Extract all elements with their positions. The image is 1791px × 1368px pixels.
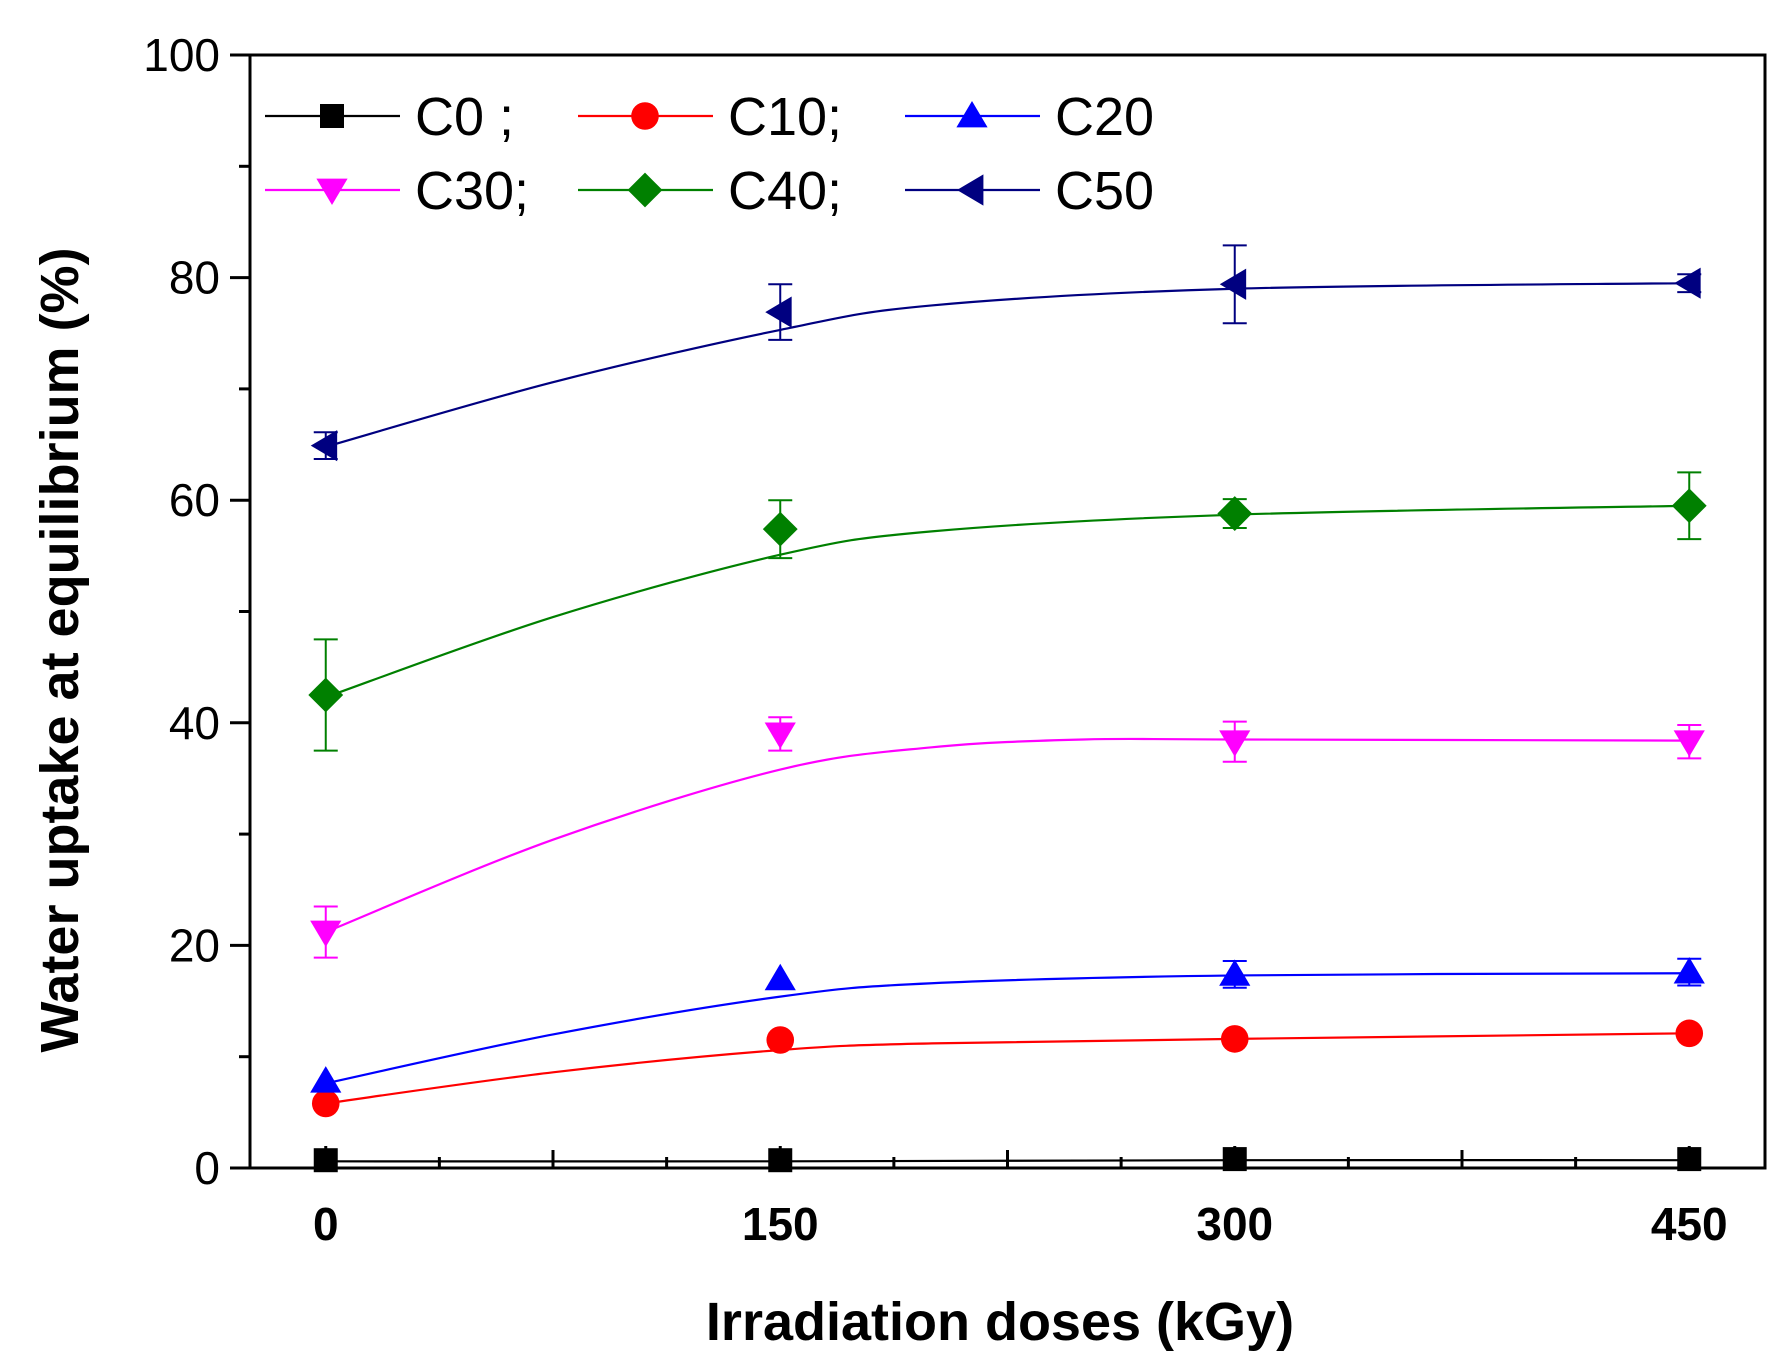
x-tick-label: 0 bbox=[313, 1198, 339, 1250]
y-tick-label: 100 bbox=[143, 29, 220, 81]
point-c40 bbox=[1217, 496, 1253, 531]
point-c20 bbox=[1673, 957, 1705, 984]
y-tick-label: 0 bbox=[194, 1142, 220, 1194]
curve-c20 bbox=[325, 972, 1690, 1085]
curve-c10 bbox=[325, 1032, 1690, 1105]
point-c30 bbox=[310, 920, 342, 948]
fit-curves bbox=[325, 282, 1690, 1163]
legend-marker-c30 bbox=[316, 178, 348, 205]
y-axis-label: Water uptake at equilibrium (%) bbox=[30, 247, 90, 1052]
legend-label-c20: C20 bbox=[1055, 87, 1154, 147]
point-c40 bbox=[308, 677, 344, 713]
point-c20 bbox=[764, 963, 796, 991]
y-tick-label: 40 bbox=[169, 697, 220, 749]
x-tick-label: 150 bbox=[742, 1198, 819, 1250]
legend-marker-c10 bbox=[631, 102, 659, 130]
point-c10 bbox=[1220, 1025, 1249, 1053]
y-tick-label: 60 bbox=[169, 474, 220, 526]
y-tick-label: 20 bbox=[169, 919, 220, 971]
point-c30 bbox=[764, 722, 796, 749]
point-c40 bbox=[762, 511, 798, 547]
plot-frame bbox=[248, 53, 1767, 1170]
legend: C0 ; C10; C20 C30; C40; C50 bbox=[265, 87, 1154, 221]
legend-label-c0: C0 ; bbox=[415, 87, 514, 147]
legend-label-c10: C10; bbox=[728, 87, 842, 147]
y-tick-label: 80 bbox=[169, 252, 220, 304]
y-ticks: 0 20 40 60 80 100 bbox=[143, 29, 250, 1194]
x-tick-label: 300 bbox=[1196, 1198, 1273, 1250]
x-ticks: 0 150 300 450 bbox=[313, 1146, 1728, 1250]
error-bars bbox=[313, 244, 1702, 989]
point-c10 bbox=[766, 1026, 795, 1054]
curve-c50 bbox=[325, 282, 1690, 448]
point-c50 bbox=[1219, 268, 1247, 300]
legend-label-c30: C30; bbox=[415, 161, 529, 221]
point-c40 bbox=[1671, 488, 1707, 524]
point-c10 bbox=[1675, 1019, 1704, 1048]
point-c30 bbox=[1673, 730, 1705, 757]
point-c10 bbox=[311, 1089, 340, 1118]
legend-label-c40: C40; bbox=[728, 161, 842, 221]
legend-marker-c50 bbox=[957, 174, 984, 206]
point-c20 bbox=[310, 1066, 342, 1093]
axes bbox=[248, 53, 1767, 1170]
point-c50 bbox=[1674, 267, 1701, 299]
point-c20 bbox=[1219, 959, 1251, 986]
x-axis-label: Irradiation doses (kGy) bbox=[706, 1292, 1294, 1352]
curve-c30 bbox=[325, 737, 1690, 934]
legend-marker-c0 bbox=[320, 104, 344, 128]
point-c50 bbox=[765, 296, 792, 328]
curve-c40 bbox=[325, 504, 1690, 699]
legend-marker-c40 bbox=[627, 172, 663, 208]
legend-marker-c20 bbox=[956, 101, 988, 128]
point-c50 bbox=[310, 430, 338, 462]
point-c30 bbox=[1219, 730, 1251, 757]
x-tick-label: 450 bbox=[1651, 1198, 1728, 1250]
legend-label-c50: C50 bbox=[1055, 161, 1154, 221]
